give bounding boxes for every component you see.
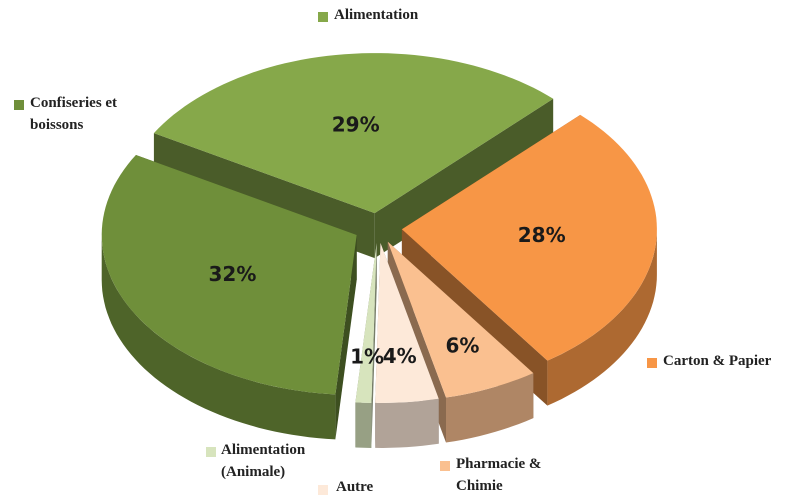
legend-label: Confiseries et boissons: [30, 95, 118, 133]
legend-swatch: [318, 12, 328, 22]
legend-swatch: [647, 358, 657, 368]
slice-group: [387, 241, 534, 443]
slice: [401, 114, 657, 361]
slice-wall: [355, 402, 372, 448]
slice: [153, 53, 554, 214]
legend-swatch: [14, 100, 24, 110]
legend-label: Pharmacie & Chimie: [456, 456, 542, 494]
slice-wall: [446, 373, 534, 443]
slice: [101, 155, 357, 395]
slice: [387, 241, 534, 398]
legend-label: Carton & Papier: [663, 353, 772, 369]
data-label: 1%: [350, 345, 384, 369]
data-label: 29%: [332, 112, 380, 136]
slice-group: [355, 243, 377, 448]
slice-group: [101, 155, 357, 440]
legend-label: Alimentation (Animale): [221, 442, 306, 480]
slice-wall: [375, 398, 439, 448]
data-label: 4%: [383, 344, 417, 368]
slice-group: [375, 243, 439, 448]
slice-group: [401, 114, 657, 406]
slice-side: [335, 235, 357, 440]
data-label: 28%: [518, 223, 566, 247]
legend-label: Autre: [336, 479, 374, 495]
legend-swatch: [318, 485, 328, 495]
data-label: 32%: [209, 262, 257, 286]
slice-wall: [547, 229, 657, 406]
slice-wall: [101, 235, 336, 440]
data-label: 6%: [445, 333, 479, 357]
legend-swatch: [440, 461, 450, 471]
slice: [355, 243, 377, 403]
legend-label: Alimentation: [334, 7, 419, 23]
slice: [375, 243, 439, 403]
legend-swatch: [206, 447, 216, 457]
